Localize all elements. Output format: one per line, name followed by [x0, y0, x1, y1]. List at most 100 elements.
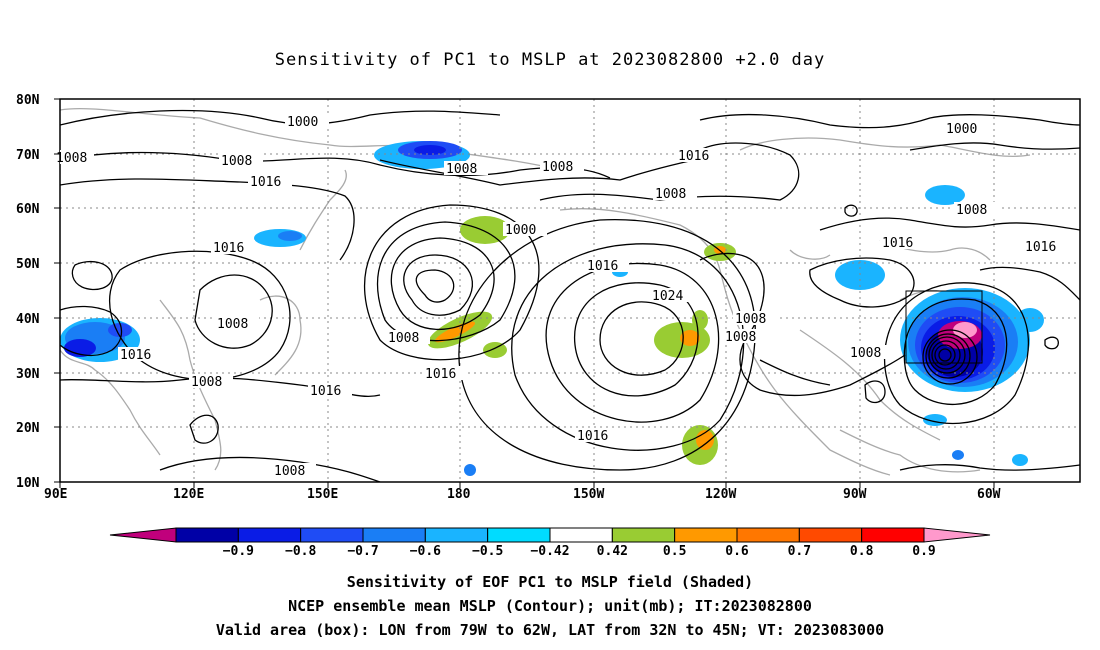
colorbar-tick-label: −0.8 — [285, 544, 316, 559]
lat-label: 60N — [16, 202, 40, 217]
svg-text:1008: 1008 — [735, 312, 766, 327]
contour-label: 1016 — [118, 347, 162, 363]
colorbar-tick-label: −0.6 — [410, 544, 441, 559]
colorbar-swatch — [549, 527, 613, 543]
contour-label: 1008 — [386, 330, 430, 346]
svg-text:1008: 1008 — [56, 151, 87, 166]
colorbar-labels: −0.9 −0.8 −0.7 −0.6 −0.5 −0.42 0.42 0.5 0.6 0.7 0.… — [223, 544, 936, 559]
contour-label: 1008 — [848, 345, 892, 361]
colorbar-min-arrow — [109, 527, 177, 543]
valid-area-box — [905, 290, 983, 364]
contour-label: 1024 — [650, 288, 694, 304]
svg-text:1008: 1008 — [388, 331, 419, 346]
colorbar-tick-label: −0.5 — [472, 544, 503, 559]
colorbar-tick-label: 0.8 — [850, 544, 874, 559]
contour-label: 1016 — [308, 383, 352, 399]
colorbar-tick-label: 0.9 — [912, 544, 935, 559]
svg-text:1008: 1008 — [542, 160, 573, 175]
latitude-labels: 80N 70N 60N 50N 40N 30N 20N 10N — [16, 93, 40, 491]
colorbar-swatch — [798, 527, 863, 543]
svg-text:1016: 1016 — [120, 348, 151, 363]
caption-line-1: Sensitivity of EOF PC1 to MSLP field (Sh… — [346, 573, 754, 591]
colorbar-tick-label: −0.7 — [347, 544, 378, 559]
svg-text:1000: 1000 — [946, 122, 977, 137]
svg-text:1016: 1016 — [250, 175, 281, 190]
contour-label: 1016 — [248, 174, 292, 190]
lat-label: 50N — [16, 257, 40, 272]
svg-text:1008: 1008 — [725, 330, 756, 345]
contour-label: 1000 — [503, 222, 547, 238]
contour-label: 1008 — [189, 374, 233, 390]
lon-label: 60W — [977, 487, 1001, 502]
lat-label: 20N — [16, 421, 40, 436]
grid-lines — [60, 99, 1080, 482]
contour-label: 1016 — [575, 428, 619, 444]
contour-label: 1008 — [540, 159, 584, 175]
contour-label: 1016 — [423, 366, 467, 382]
svg-text:1016: 1016 — [1025, 240, 1056, 255]
colorbar-swatch — [736, 527, 800, 543]
colorbar-swatch — [674, 527, 738, 543]
svg-text:1008: 1008 — [221, 154, 252, 169]
colorbar-swatch — [861, 527, 925, 543]
svg-text:1000: 1000 — [287, 115, 318, 130]
lon-label: 150E — [307, 487, 338, 502]
colorbar-swatch — [237, 527, 302, 543]
lon-label: 120E — [173, 487, 204, 502]
contour-label: 1016 — [211, 240, 255, 256]
colorbar — [109, 527, 991, 543]
colorbar-swatch — [424, 527, 489, 543]
lon-label: 90W — [843, 487, 867, 502]
svg-text:1008: 1008 — [446, 162, 477, 177]
svg-text:1008: 1008 — [217, 317, 248, 332]
caption-line-2: NCEP ensemble mean MSLP (Contour); unit(… — [288, 597, 812, 615]
svg-text:1016: 1016 — [577, 429, 608, 444]
contour-label: 1016 — [1023, 239, 1067, 255]
contour-label: 1008 — [56, 150, 94, 166]
svg-text:1008: 1008 — [956, 203, 987, 218]
longitude-labels: 90E 120E 150E 180 150W 120W 90W 60W — [44, 487, 1001, 502]
lon-label: 180 — [447, 487, 471, 502]
contour-label: 1008 — [215, 316, 259, 332]
contour-label: 1008 — [954, 202, 998, 218]
caption-line-3: Valid area (box): LON from 79W to 62W, L… — [215, 621, 885, 639]
lon-label: 150W — [573, 487, 604, 502]
colorbar-tick-label: 0.7 — [788, 544, 811, 559]
lat-label: 10N — [16, 476, 40, 491]
svg-text:1016: 1016 — [882, 236, 913, 251]
contour-label: 1000 — [285, 114, 329, 130]
colorbar-swatch — [362, 527, 426, 543]
svg-text:1016: 1016 — [310, 384, 341, 399]
svg-text:1016: 1016 — [587, 259, 618, 274]
contour-label: 1008 — [723, 329, 767, 345]
contour-label: 1008 — [733, 311, 777, 327]
colorbar-swatch — [175, 527, 239, 543]
svg-text:1008: 1008 — [850, 346, 881, 361]
colorbar-tick-label: 0.6 — [725, 544, 749, 559]
colorbar-max-arrow — [923, 527, 991, 543]
svg-text:1016: 1016 — [425, 367, 456, 382]
contour-label-layer: 1000 1008 1008 1016 1016 1008 1008 1016 … — [56, 114, 1067, 479]
lon-label: 120W — [705, 487, 736, 502]
contour-label: 1016 — [585, 258, 629, 274]
svg-text:1016: 1016 — [213, 241, 244, 256]
colorbar-swatch — [611, 527, 676, 543]
svg-text:1008: 1008 — [655, 187, 686, 202]
colorbar-tick-label: 0.5 — [663, 544, 686, 559]
lat-label: 80N — [16, 93, 40, 108]
colorbar-tick-label: −0.9 — [223, 544, 254, 559]
contour-label: 1016 — [676, 148, 720, 164]
contour-label: 1008 — [219, 153, 263, 169]
svg-text:1016: 1016 — [678, 149, 709, 164]
contour-label: 1008 — [653, 186, 697, 202]
lon-label: 90E — [44, 487, 67, 502]
lat-label: 40N — [16, 312, 40, 327]
colorbar-tick-label: 0.42 — [597, 544, 628, 559]
contour-label: 1008 — [272, 463, 316, 479]
contour-label: 1000 — [944, 121, 988, 137]
colorbar-tick-label: −0.42 — [530, 544, 569, 559]
contour-label: 1008 — [444, 161, 488, 177]
svg-text:1000: 1000 — [505, 223, 536, 238]
svg-text:1008: 1008 — [191, 375, 222, 390]
